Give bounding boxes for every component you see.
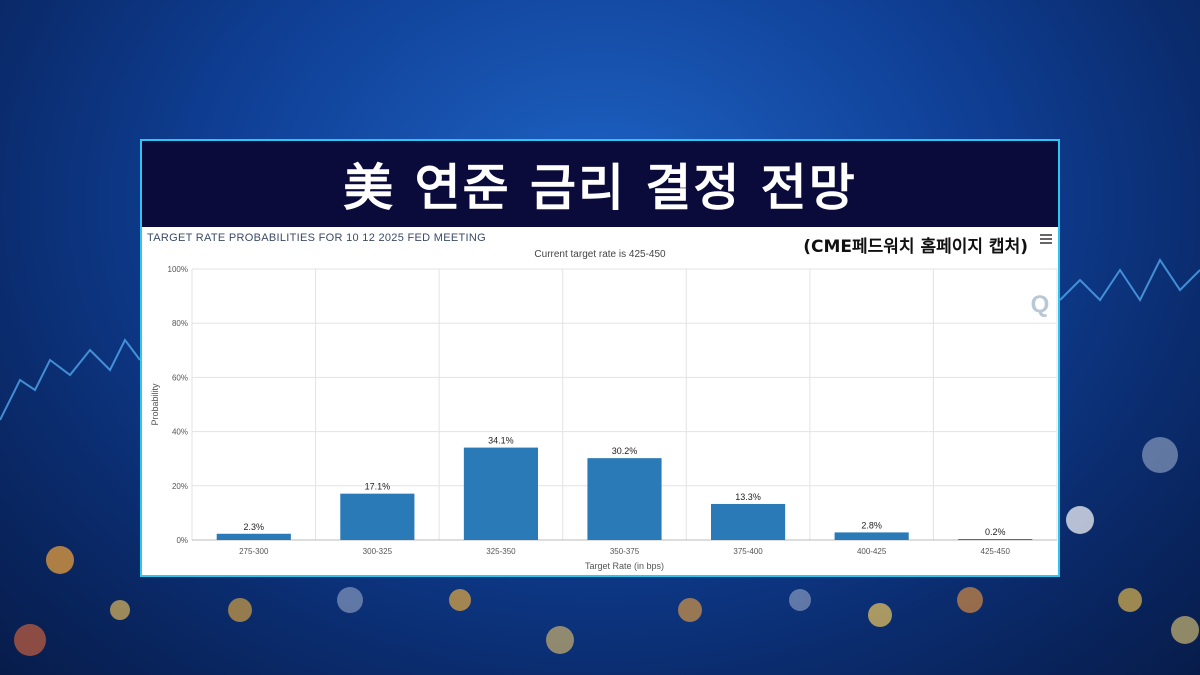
bar xyxy=(958,539,1033,540)
y-tick-label: 80% xyxy=(172,319,188,328)
data-label: 2.8% xyxy=(861,520,882,530)
x-tick-label: 325-350 xyxy=(486,547,516,556)
chart-menu-icon[interactable] xyxy=(1040,234,1052,244)
watermark-q-icon: Q xyxy=(1031,291,1050,318)
bar xyxy=(587,458,662,540)
data-label: 2.3% xyxy=(244,522,265,532)
data-label: 30.2% xyxy=(612,446,638,456)
data-label: 13.3% xyxy=(735,492,761,502)
source-note: (CME페드워치 홈페이지 캡처) xyxy=(803,237,1028,257)
x-tick-label: 425-450 xyxy=(981,547,1011,556)
y-tick-label: 60% xyxy=(172,373,188,382)
y-tick-label: 100% xyxy=(168,265,188,274)
data-label: 17.1% xyxy=(365,482,391,492)
chart-title: TARGET RATE PROBABILITIES FOR 10 12 2025… xyxy=(147,232,486,244)
y-tick-label: 40% xyxy=(172,428,188,437)
data-label: 0.2% xyxy=(985,527,1006,537)
x-tick-label: 400-425 xyxy=(857,547,887,556)
headline: 美 연준 금리 결정 전망 xyxy=(343,159,857,217)
chart-subtitle: Current target rate is 425-450 xyxy=(534,249,666,260)
y-tick-label: 20% xyxy=(172,482,188,491)
x-tick-label: 300-325 xyxy=(363,547,393,556)
y-axis-title: Probability xyxy=(150,383,160,426)
headline-bar: 美 연준 금리 결정 전망 xyxy=(142,141,1058,227)
bar xyxy=(340,493,415,540)
bar xyxy=(463,447,538,540)
bar xyxy=(711,503,786,540)
data-label: 34.1% xyxy=(488,436,514,446)
chart-area: TARGET RATE PROBABILITIES FOR 10 12 2025… xyxy=(142,227,1058,575)
bar xyxy=(216,533,291,540)
x-tick-label: 375-400 xyxy=(733,547,763,556)
bar xyxy=(834,532,909,540)
content-panel: 美 연준 금리 결정 전망 TARGET RATE PROBABILITIES … xyxy=(140,139,1060,577)
x-tick-label: 275-300 xyxy=(239,547,269,556)
y-tick-label: 0% xyxy=(176,536,188,545)
bar-chart: 0% 20% 40% 60% 80% 100% 2.3% 275-300 17.1% 300-32… xyxy=(150,265,1058,571)
x-tick-label: 350-375 xyxy=(610,547,640,556)
x-axis-title: Target Rate (in bps) xyxy=(585,561,664,571)
